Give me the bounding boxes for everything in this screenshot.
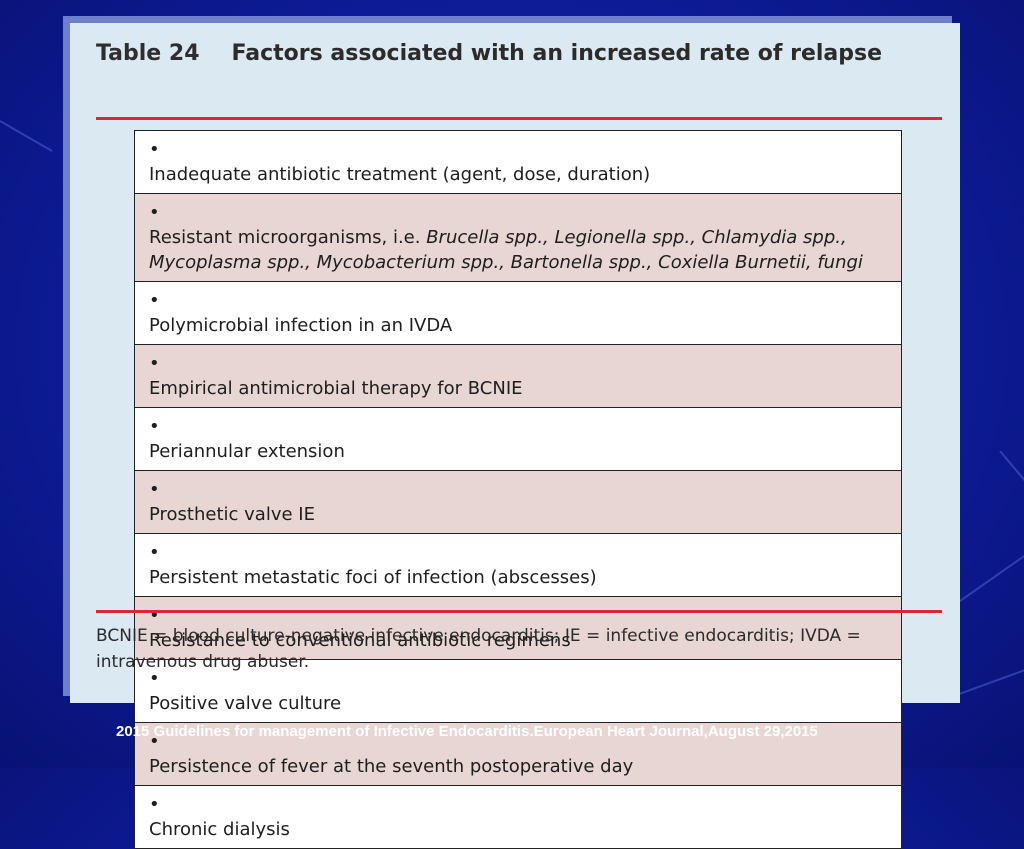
bullet-icon: • bbox=[149, 202, 160, 223]
table-label: Table 24 bbox=[96, 41, 200, 66]
bullet-icon: • bbox=[149, 479, 160, 500]
bullet-icon: • bbox=[149, 794, 160, 815]
table-cell: •Resistant microorganisms, i.e. Brucella… bbox=[134, 193, 902, 282]
bullet-icon: • bbox=[149, 668, 160, 689]
table-document: Table 24 Factors associated with an incre… bbox=[70, 23, 960, 849]
table-row: •Resistant microorganisms, i.e. Brucella… bbox=[134, 193, 902, 282]
table-row: • Positive valve culture bbox=[134, 659, 902, 723]
top-rule bbox=[96, 117, 942, 120]
table-title: Table 24 Factors associated with an incre… bbox=[96, 37, 956, 71]
table-title-text: Factors associated with an increased rat… bbox=[231, 41, 883, 66]
table-footnote: BCNIE = blood culture-negative infective… bbox=[96, 626, 861, 672]
decorative-line bbox=[959, 531, 1024, 602]
row-text: Chronic dialysis bbox=[149, 819, 290, 840]
citation-text: 2015 Guidelines for management of Infect… bbox=[116, 723, 818, 740]
table-cell: • Persistent metastatic foci of infection… bbox=[134, 533, 902, 597]
bullet-icon: • bbox=[149, 353, 160, 374]
row-text-prefix: Resistant microorganisms, i.e. bbox=[149, 227, 427, 248]
table-cell: • Prosthetic valve IE bbox=[134, 470, 902, 534]
table-row: • Persistent metastatic foci of infection… bbox=[134, 533, 902, 597]
row-text: Persistent metastatic foci of infection … bbox=[149, 567, 597, 588]
row-text: Prosthetic valve IE bbox=[149, 504, 315, 525]
bullet-icon: • bbox=[149, 542, 160, 563]
table-cell: • Inadequate antibiotic treatment (agent,… bbox=[134, 130, 902, 194]
decorative-line bbox=[999, 450, 1024, 521]
table-row: • Inadequate antibiotic treatment (agent,… bbox=[134, 130, 902, 194]
factors-table: • Inadequate antibiotic treatment (agent,… bbox=[134, 130, 902, 849]
table-cell: • Polymicrobial infection in an IVDA bbox=[134, 281, 902, 345]
table-cell: • Resistance to conventional antibiotic r… bbox=[134, 596, 902, 660]
row-text: Persistence of fever at the seventh post… bbox=[149, 756, 634, 777]
table-cell: • Chronic dialysis bbox=[134, 785, 902, 849]
row-text: Periannular extension bbox=[149, 441, 345, 462]
table-row: • Resistance to conventional antibiotic r… bbox=[134, 596, 902, 660]
decorative-line bbox=[0, 120, 53, 152]
row-text: Resistant microorganisms, i.e. Brucella … bbox=[149, 225, 869, 275]
bullet-icon: • bbox=[149, 139, 160, 160]
row-text: Positive valve culture bbox=[149, 693, 342, 714]
row-text: Empirical antimicrobial therapy for BCNI… bbox=[149, 378, 523, 399]
bullet-icon: • bbox=[149, 605, 160, 626]
row-text: Inadequate antibiotic treatment (agent, … bbox=[149, 164, 651, 185]
row-text: Resistance to conventional antibiotic re… bbox=[149, 630, 571, 651]
table-cell: • Empirical antimicrobial therapy for BCN… bbox=[134, 344, 902, 408]
table-row: • Empirical antimicrobial therapy for BCN… bbox=[134, 344, 902, 408]
table-row: • Chronic dialysis bbox=[134, 785, 902, 849]
table-row: • Periannular extension bbox=[134, 407, 902, 471]
row-text-italic: Brucella spp., Legionella spp., Chlamydi… bbox=[149, 227, 863, 273]
row-text: Polymicrobial infection in an IVDA bbox=[149, 315, 453, 336]
table-row: • Polymicrobial infection in an IVDA bbox=[134, 281, 902, 345]
bottom-rule bbox=[96, 610, 942, 613]
table-row: • Prosthetic valve IE bbox=[134, 470, 902, 534]
bullet-icon: • bbox=[149, 290, 160, 311]
bullet-icon: • bbox=[149, 731, 160, 752]
bullet-icon: • bbox=[149, 416, 160, 437]
table-cell: • Periannular extension bbox=[134, 407, 902, 471]
table-cell: • Positive valve culture bbox=[134, 659, 902, 723]
